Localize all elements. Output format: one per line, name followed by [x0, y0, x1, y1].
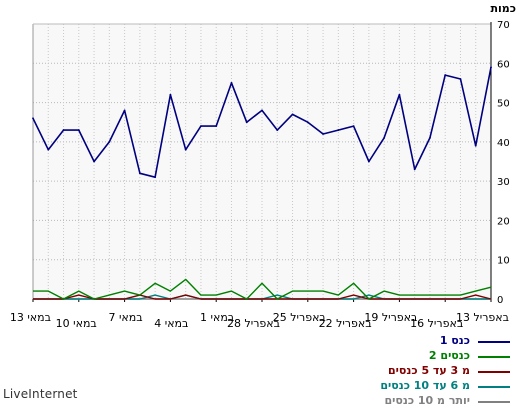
legend-swatch	[478, 401, 510, 403]
y-axis-label: כמות	[490, 2, 516, 15]
data-point	[444, 74, 447, 76]
x-tick-label: 10 במאי	[56, 317, 97, 330]
legend-swatch	[478, 341, 510, 343]
data-point	[108, 140, 111, 143]
data-point	[429, 137, 431, 139]
x-tick-label: 28 באפריל	[227, 317, 280, 330]
legend-item: יותר מ 10 כנסים	[340, 394, 518, 409]
legend-swatch	[478, 356, 510, 358]
x-tick-label: 13 באפריל	[456, 311, 509, 324]
data-point	[322, 133, 324, 135]
data-point	[62, 129, 65, 131]
y-tick-label: 10	[497, 256, 510, 267]
y-tick-label: 40	[497, 138, 510, 149]
data-point	[398, 93, 401, 96]
data-point	[123, 109, 126, 112]
data-point	[490, 66, 492, 69]
legend-label: מ 6 עד 10 כנסים	[380, 379, 470, 392]
legend-swatch	[478, 386, 510, 388]
data-point	[261, 109, 263, 112]
legend-item: מ 3 עד 5 כנסים	[340, 364, 518, 379]
data-point	[93, 160, 95, 163]
x-tick-label: 13 במאי	[10, 311, 51, 324]
data-point	[459, 78, 462, 80]
data-point	[276, 129, 279, 131]
legend-label: מ 3 עד 5 כנסים	[388, 364, 470, 377]
data-point	[32, 117, 34, 120]
legend-item: 2 כנסים	[340, 349, 518, 364]
y-tick-label: 30	[497, 177, 510, 188]
y-tick-label: 70	[497, 20, 510, 31]
legend-label: 2 כנסים	[428, 349, 470, 362]
legend-swatch	[478, 371, 510, 373]
x-tick-label: 7 במאי	[108, 311, 142, 324]
data-point	[154, 176, 157, 179]
series-line	[33, 278, 492, 300]
data-point	[169, 93, 172, 96]
data-point	[138, 172, 141, 175]
data-point	[215, 125, 218, 128]
y-tick-label: 50	[497, 99, 510, 110]
y-tick-label: 0	[497, 295, 503, 306]
x-tick-label: 16 באפריל	[410, 317, 463, 330]
series-line	[33, 294, 492, 300]
data-point	[77, 129, 80, 131]
data-point	[352, 125, 355, 128]
data-point	[245, 121, 248, 124]
legend-label: כנס 1	[439, 334, 470, 347]
data-point	[47, 148, 50, 151]
x-tick-label: 1 במאי	[200, 311, 234, 324]
data-point	[306, 121, 309, 124]
data-point	[291, 113, 294, 116]
plot-area	[33, 24, 491, 299]
data-point	[367, 160, 370, 163]
y-tick-label: 20	[497, 216, 510, 227]
legend-label: יותר מ 10 כנסים	[384, 394, 470, 407]
x-tick-label: 4 במאי	[154, 317, 188, 330]
x-tick-label: 25 באפריל	[273, 311, 326, 324]
chart-legend: כנס 1 2 כנסים מ 3 עד 5 כנסים מ 6 עד 10 כ…	[340, 334, 518, 409]
y-tick-label: 60	[497, 59, 510, 70]
data-point	[383, 137, 386, 139]
x-tick-label: 22 באפריל	[319, 317, 372, 330]
legend-item: כנס 1	[340, 334, 518, 349]
data-point	[413, 168, 416, 171]
x-tick-label: 19 באפריל	[364, 311, 417, 324]
site-credit: LiveInternet	[3, 387, 78, 401]
data-point	[337, 129, 340, 131]
data-point	[230, 82, 233, 84]
data-point	[184, 148, 187, 151]
data-point	[200, 125, 202, 128]
legend-item: מ 6 עד 10 כנסים	[340, 379, 518, 394]
data-point	[474, 144, 477, 147]
